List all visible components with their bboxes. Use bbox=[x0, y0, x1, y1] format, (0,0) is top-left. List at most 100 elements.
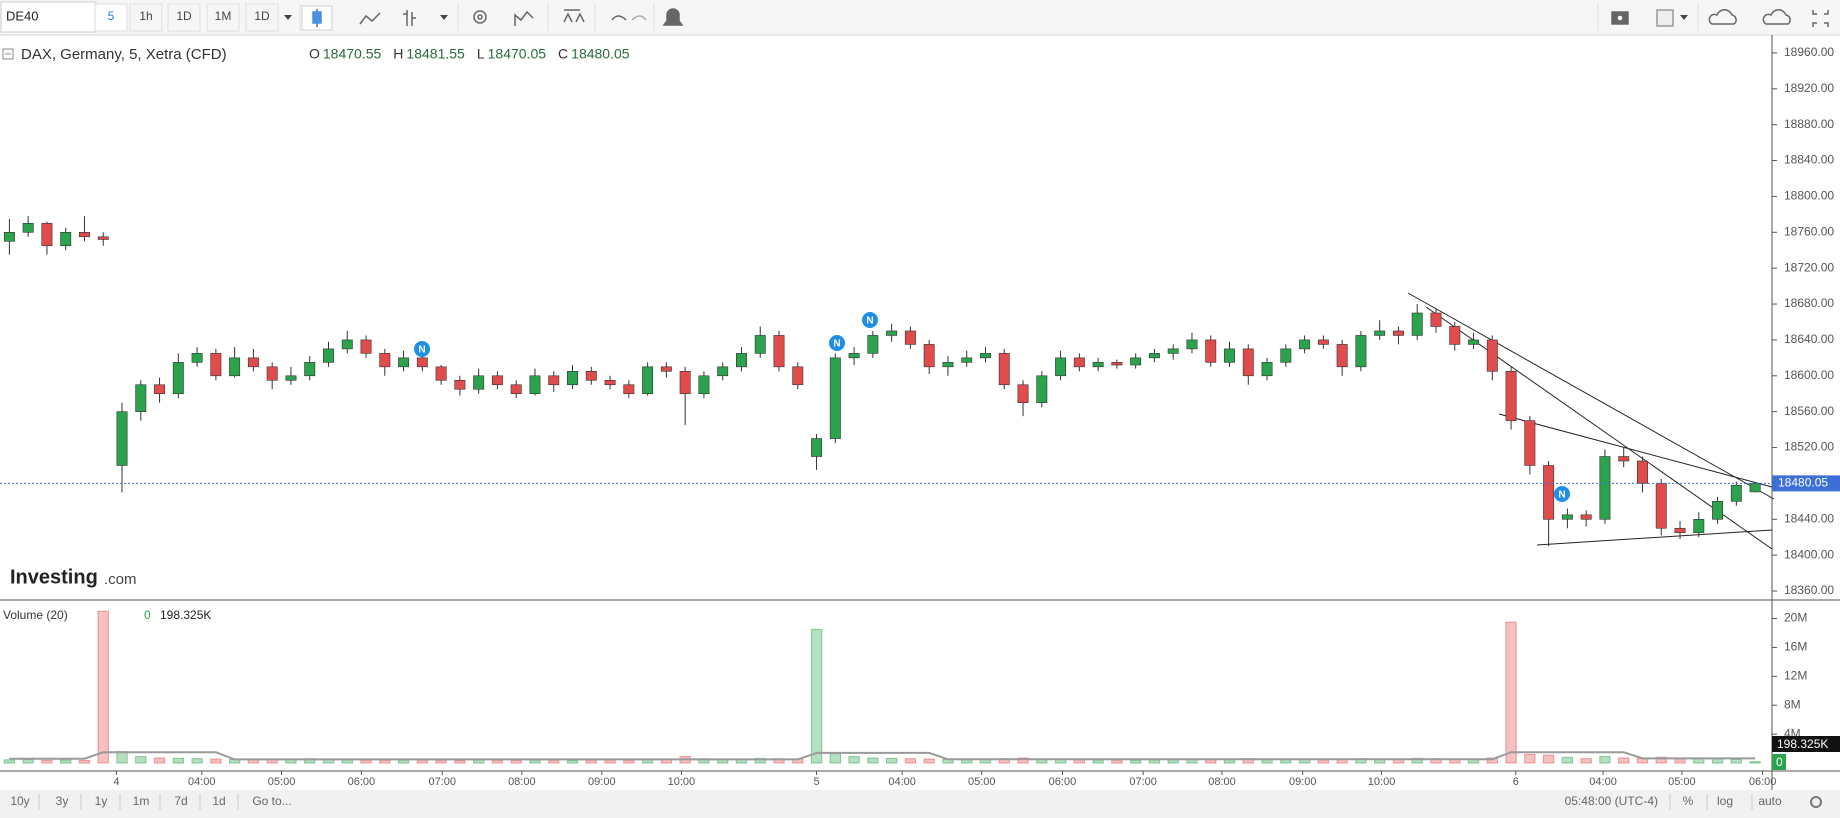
candle-body bbox=[510, 384, 522, 395]
news-marker[interactable] bbox=[1554, 486, 1570, 502]
range-button[interactable]: 10y bbox=[10, 794, 29, 808]
volume-title: Volume (20) bbox=[3, 608, 68, 622]
volume-bar bbox=[172, 757, 184, 764]
volume-bar bbox=[1111, 759, 1123, 764]
settings-icon[interactable] bbox=[1810, 796, 1822, 808]
candle-body bbox=[79, 232, 90, 238]
volume-bar bbox=[623, 759, 635, 764]
candle-body bbox=[1486, 339, 1498, 372]
candle-body bbox=[360, 339, 372, 354]
candle-body bbox=[923, 344, 935, 368]
candle-body bbox=[717, 366, 729, 377]
x-tick-label: 06:00 bbox=[1749, 776, 1777, 788]
candle-body bbox=[247, 357, 259, 368]
range-button[interactable]: Go to... bbox=[252, 794, 291, 808]
volume-ma-label: 0 bbox=[1776, 755, 1783, 769]
scale-option[interactable]: auto bbox=[1758, 794, 1782, 808]
volume-bar bbox=[1524, 753, 1536, 764]
candle-body bbox=[491, 375, 503, 386]
interval-button[interactable] bbox=[167, 3, 201, 32]
news-marker-label: N bbox=[418, 345, 425, 356]
news-marker-label: N bbox=[1558, 490, 1565, 501]
logo-name: Investing bbox=[10, 566, 98, 588]
candle-body bbox=[1411, 312, 1423, 336]
range-button[interactable]: 1m bbox=[133, 794, 150, 808]
volume-bar bbox=[1486, 757, 1498, 764]
volume-bar bbox=[1505, 621, 1517, 764]
candle-body bbox=[435, 366, 447, 381]
volume-bar bbox=[60, 759, 72, 764]
candle-body bbox=[1317, 339, 1329, 345]
y-tick-label: 18640.00 bbox=[1784, 332, 1834, 346]
interval-button[interactable] bbox=[129, 3, 163, 32]
news-marker[interactable] bbox=[414, 341, 430, 357]
volume-bar bbox=[867, 757, 879, 764]
candle-body bbox=[454, 379, 466, 390]
volume-tick-label: 8M bbox=[1784, 697, 1801, 711]
volume-bar bbox=[3, 759, 16, 764]
scale-option[interactable]: log bbox=[1717, 794, 1733, 808]
news-marker-label: N bbox=[833, 339, 840, 350]
candle-body bbox=[1449, 326, 1461, 345]
candle-body bbox=[1280, 348, 1292, 363]
volume-bar bbox=[1599, 756, 1611, 764]
volume-bar bbox=[885, 757, 898, 764]
volume-bar bbox=[97, 610, 109, 764]
volume-bar bbox=[416, 759, 429, 764]
volume-bar bbox=[1730, 758, 1742, 764]
x-tick-label: 05:00 bbox=[268, 776, 296, 788]
x-tick-label: 6 bbox=[1513, 776, 1519, 788]
range-button[interactable]: 1y bbox=[95, 794, 108, 808]
x-tick-label: 06:00 bbox=[1049, 776, 1077, 788]
x-tick-label: 09:00 bbox=[1289, 776, 1317, 788]
y-tick-label: 18360.00 bbox=[1784, 583, 1834, 597]
interval-dropdown[interactable] bbox=[284, 15, 292, 20]
interval-button[interactable] bbox=[94, 3, 128, 32]
range-button[interactable]: 7d bbox=[174, 794, 187, 808]
volume-bar bbox=[435, 759, 447, 764]
candle-body bbox=[1205, 339, 1217, 363]
candle-body bbox=[1299, 339, 1311, 350]
candle-body bbox=[323, 348, 334, 363]
candle-body bbox=[1092, 362, 1104, 368]
legend-value: 18470.05 bbox=[488, 46, 547, 62]
interval-button[interactable] bbox=[206, 3, 240, 32]
interval-button[interactable] bbox=[245, 3, 279, 32]
candle-body bbox=[1392, 330, 1404, 336]
candle-body bbox=[1073, 357, 1085, 368]
interval-label: 5 bbox=[108, 9, 115, 23]
scale-option[interactable]: % bbox=[1683, 794, 1694, 808]
candle-body bbox=[172, 362, 184, 395]
clock: 05:48:00 (UTC-4) bbox=[1565, 794, 1658, 808]
y-tick-label: 18520.00 bbox=[1784, 440, 1834, 454]
volume-ma-box bbox=[1772, 754, 1786, 770]
candle-body bbox=[22, 223, 34, 233]
volume-bar bbox=[210, 758, 222, 764]
candle-body bbox=[679, 371, 691, 395]
range-button[interactable]: 1d bbox=[212, 794, 225, 808]
candle-body bbox=[3, 232, 15, 242]
volume-bar bbox=[397, 759, 410, 764]
candle-body bbox=[473, 375, 485, 390]
range-button[interactable]: 3y bbox=[56, 794, 69, 808]
candle-body bbox=[980, 353, 991, 359]
x-tick-label: 08:00 bbox=[508, 776, 536, 788]
candle-body bbox=[585, 371, 597, 381]
volume-bar bbox=[360, 759, 372, 764]
news-marker[interactable] bbox=[829, 335, 845, 351]
volume-tick-label: 20M bbox=[1784, 611, 1807, 625]
x-tick-label: 06:00 bbox=[348, 776, 376, 788]
symbol-input[interactable] bbox=[0, 1, 97, 33]
news-marker[interactable] bbox=[862, 312, 878, 328]
volume-bar bbox=[41, 759, 53, 764]
collapse-box[interactable] bbox=[2, 48, 14, 60]
candle-body bbox=[1674, 527, 1686, 534]
volume-bar bbox=[566, 760, 579, 764]
volume-bar bbox=[904, 758, 917, 764]
volume-bar bbox=[1580, 758, 1592, 764]
candle-body bbox=[735, 353, 747, 368]
candle-body bbox=[1599, 456, 1611, 520]
interval-label: 1h bbox=[139, 9, 152, 23]
candle-body bbox=[623, 384, 635, 395]
